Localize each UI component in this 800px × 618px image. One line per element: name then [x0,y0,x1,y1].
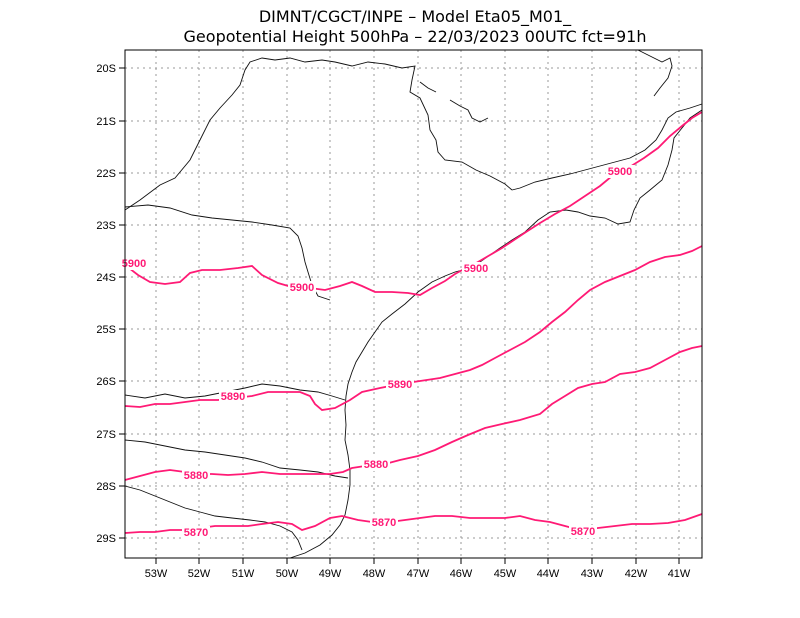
state-border-santa-catarina [124,439,349,479]
lat-label: 24S [96,272,116,284]
lat-label: 26S [96,376,116,388]
country-border-west [124,485,303,551]
lat-label: 27S [96,429,116,441]
lon-label: 53W [145,568,168,580]
coastline-south-east [289,109,703,559]
lat-label: 28S [96,481,116,493]
tick-marks [119,67,680,564]
lon-label: 42W [625,568,648,580]
state-border-west [124,204,331,301]
coastlines [124,49,703,559]
contour-5880 [124,345,703,481]
lat-label: 20S [96,63,116,75]
title-line-1: DIMNT/CGCT/INPE – Model Eta05_M01_ [259,7,572,27]
lon-label: 44W [537,568,560,580]
contour-label-5870-a: 5870 [184,527,208,539]
contour-label-5900-d: 5900 [608,166,632,178]
contour-5870 [124,513,703,534]
title-line-2: Geopotential Height 500hPa – 22/03/2023 … [184,27,647,46]
state-border-parana [124,383,346,401]
grid [125,50,702,558]
reservoir-lines [419,81,489,123]
contour-label-5880-b: 5880 [364,459,388,471]
lon-label: 43W [581,568,604,580]
lon-label: 52W [188,568,211,580]
lat-labels: 20S 21S 22S 23S 24S 25S 26S 27S 28S 29S [96,63,116,545]
lon-labels: 53W 52W 51W 50W 49W 48W 47W 46W 45W 44W … [145,568,691,580]
inland-border [637,49,673,97]
lat-label: 25S [96,324,116,336]
lat-label: 29S [96,533,116,545]
lon-label: 45W [494,568,517,580]
coastline-main [511,103,703,191]
contour-label-5870-c: 5870 [571,526,595,538]
lat-label: 23S [96,220,116,232]
contour-label-5890-b: 5890 [388,379,412,391]
contour-label-5900-b: 5900 [290,282,314,294]
contour-label-5880-a: 5880 [184,470,208,482]
contour-5900 [124,111,703,296]
lon-label: 50W [276,568,299,580]
lon-label: 41W [668,568,691,580]
contour-label-5900-a: 5900 [122,258,146,270]
lat-label: 21S [96,116,116,128]
contour-labels: 5900 5900 5900 5900 5890 5890 5880 5880 … [121,165,634,539]
lon-label: 46W [450,568,473,580]
lon-label: 48W [363,568,386,580]
lat-label: 22S [96,168,116,180]
plot-frame [124,49,703,559]
contour-label-5890-a: 5890 [221,391,245,403]
lon-label: 49W [319,568,342,580]
contour-label-5870-b: 5870 [372,517,396,529]
lon-label: 51W [232,568,255,580]
contour-label-5900-c: 5900 [464,263,488,275]
state-border-north [124,57,513,211]
lon-label: 47W [407,568,430,580]
